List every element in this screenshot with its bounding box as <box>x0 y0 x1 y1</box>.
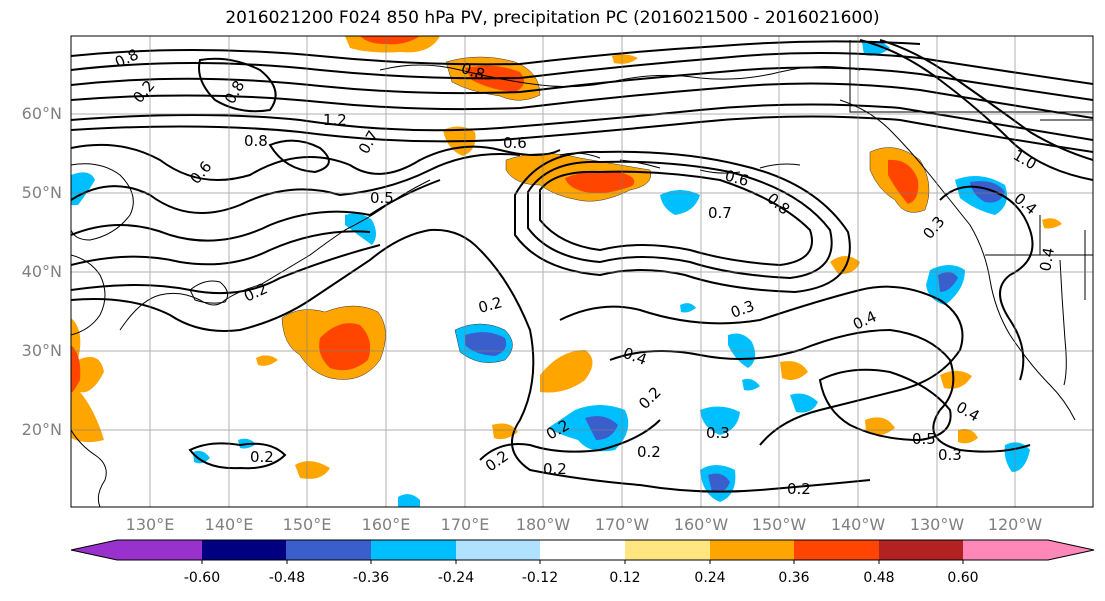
colorbar-tick-label: 0.60 <box>947 570 979 586</box>
negative-precip-area <box>742 378 760 391</box>
contour-label: 0.2 <box>637 443 661 461</box>
colorbar-segment <box>286 540 372 560</box>
contour-label: 0.3 <box>706 424 730 442</box>
lat-label: 60°N <box>21 104 62 123</box>
negative-precip-area <box>660 190 700 215</box>
positive-precip-area <box>612 54 638 64</box>
positive-precip-area <box>345 36 440 53</box>
positive-precip-area <box>780 361 808 380</box>
contour-label: 0.6 <box>723 166 751 190</box>
negative-precip-area <box>790 393 818 413</box>
colorbar-ticks <box>201 560 964 564</box>
colorbar-segment <box>456 540 541 560</box>
colorbar-tick-label: -0.36 <box>352 570 390 586</box>
colorbar-segment <box>963 540 1049 560</box>
contour-label: 0.8 <box>244 132 268 150</box>
colorbar-tick-label: -0.48 <box>268 570 306 586</box>
lon-label: 180°W <box>515 515 571 534</box>
colorbar-segment <box>794 540 880 560</box>
lat-label: 40°N <box>21 262 62 281</box>
contour-label: 1.2 <box>323 111 347 129</box>
lon-label: 120°W <box>987 515 1043 534</box>
lat-label: 30°N <box>21 341 62 360</box>
colorbar-segment <box>625 540 711 560</box>
negative-precip-area <box>548 405 629 452</box>
colorbar-segment <box>540 540 626 560</box>
negative-precip-area <box>926 265 965 305</box>
contour-label: 0.4 <box>1036 246 1058 273</box>
positive-precip-area <box>71 318 104 443</box>
colorbar-tick-label: -0.60 <box>183 570 221 586</box>
colorbar-tick-label: 0.48 <box>863 570 895 586</box>
colorbar-extension-low <box>71 540 117 560</box>
contour-label: 0.2 <box>250 448 274 466</box>
contour-label: 0.7 <box>708 204 732 222</box>
positive-precip-area <box>492 423 518 440</box>
precipitation-shading <box>71 36 1062 507</box>
map-frame <box>70 35 1094 508</box>
colorbar-outline <box>70 539 1095 561</box>
lat-label: 20°N <box>21 420 62 439</box>
colorbar-tick-label: 0.36 <box>778 570 810 586</box>
colorbar-segment <box>879 540 964 560</box>
negative-precip-area <box>700 465 736 502</box>
negative-precip-area <box>454 323 513 363</box>
negative-precip-area <box>680 303 696 313</box>
contour-label: 0.5 <box>912 430 936 448</box>
negative-precip-area <box>398 494 420 507</box>
positive-precip-area <box>295 461 330 479</box>
lon-label: 130°E <box>125 515 175 534</box>
negative-precip-area <box>345 213 376 245</box>
colorbar-segment <box>117 540 203 560</box>
colorbar-segment <box>710 540 795 560</box>
contour-label: 0.2 <box>787 480 811 498</box>
contour-label: 0.2 <box>543 460 567 478</box>
positive-precip-area <box>256 355 278 366</box>
lon-label: 170°E <box>440 515 490 534</box>
colorbar <box>70 539 1095 564</box>
lon-label: 160°W <box>673 515 729 534</box>
lon-label: 160°E <box>361 515 411 534</box>
negative-precip-area <box>193 450 210 464</box>
negative-precip-area <box>862 40 890 56</box>
lon-label: 140°E <box>204 515 254 534</box>
contour-label: 0.3 <box>938 446 962 464</box>
lon-label: 140°W <box>830 515 886 534</box>
positive-precip-area <box>958 429 978 444</box>
contour-label: 0.6 <box>503 134 527 152</box>
colorbar-segment <box>202 540 287 560</box>
positive-precip-area <box>830 256 860 275</box>
lon-label: 130°W <box>909 515 965 534</box>
coastlines <box>71 40 1093 507</box>
positive-precip-area <box>540 350 593 393</box>
colorbar-tick-label: -0.12 <box>521 570 559 586</box>
colorbar-tick-label: 0.24 <box>694 570 726 586</box>
colorbar-segment <box>371 540 457 560</box>
lon-label: 150°E <box>282 515 332 534</box>
lon-label: 150°W <box>751 515 807 534</box>
contour-label: 0.2 <box>476 293 504 317</box>
contour-label: 0.5 <box>370 189 394 207</box>
colorbar-tick-label: 0.12 <box>609 570 641 586</box>
negative-precip-area <box>700 406 740 435</box>
positive-precip-area <box>1042 218 1062 229</box>
lat-label: 50°N <box>21 183 62 202</box>
positive-precip-area <box>281 305 386 380</box>
colorbar-extension-high <box>1048 540 1094 560</box>
positive-precip-area <box>865 417 895 436</box>
colorbar-tick-label: -0.24 <box>437 570 475 586</box>
map-title: 2016021200 F024 850 hPa PV, precipitatio… <box>225 8 880 28</box>
pv-contours <box>71 39 1093 493</box>
lon-label: 170°W <box>594 515 650 534</box>
positive-precip-area <box>940 370 972 389</box>
graticule <box>71 36 1093 507</box>
